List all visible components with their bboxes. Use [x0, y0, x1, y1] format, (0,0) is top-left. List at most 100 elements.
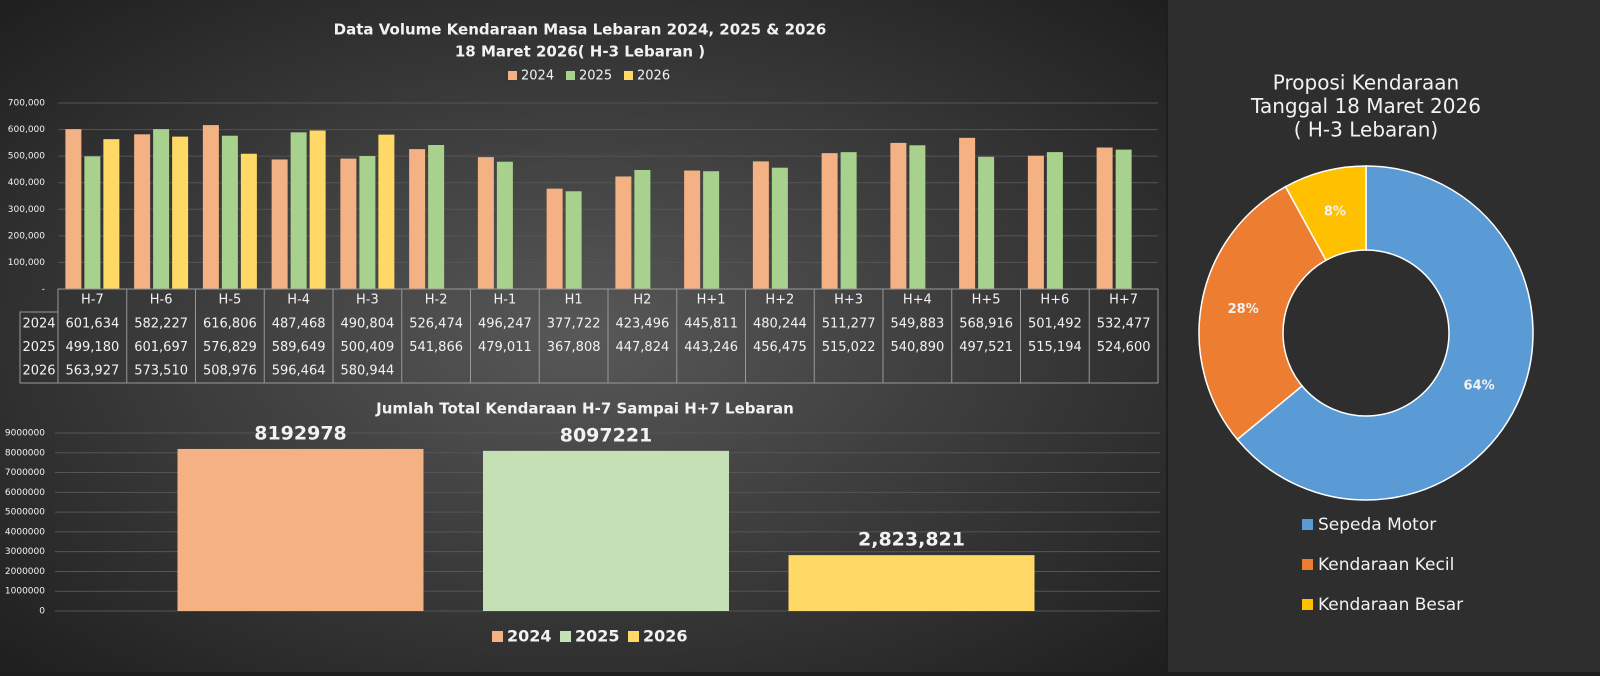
bar [271, 159, 288, 289]
y-tick-label: 7000000 [5, 468, 45, 478]
pie-slice [1284, 165, 1367, 262]
legend-label: Kendaraan Kecil [1318, 555, 1454, 575]
bar [840, 152, 857, 289]
bar [202, 125, 219, 289]
bar [1046, 152, 1063, 289]
bar [546, 188, 563, 289]
table-cell: 423,496 [615, 317, 669, 332]
table-row-header: 2024 [22, 317, 55, 332]
bar [340, 158, 357, 289]
bar [428, 145, 445, 289]
x-tick-label: H-2 [425, 293, 448, 308]
x-tick-label: H+6 [1040, 293, 1069, 308]
y-tick-label: 2000000 [5, 567, 45, 577]
table-cell: 568,916 [959, 317, 1013, 332]
y-tick-label: 200,000 [8, 231, 45, 241]
y-tick-label: 400,000 [8, 178, 45, 188]
bar [153, 129, 170, 289]
legend-label: 2024 [507, 627, 552, 646]
table-cell: 377,722 [547, 317, 601, 332]
chart-title: ( H-3 Lebaran) [1294, 118, 1439, 142]
legend-label: 2025 [575, 627, 620, 646]
x-tick-label: H-7 [81, 293, 104, 308]
table-cell: 490,804 [340, 317, 394, 332]
chart-title: Jumlah Total Kendaraan H-7 Sampai H+7 Le… [375, 400, 794, 418]
y-tick-label: 3000000 [5, 547, 45, 557]
x-tick-label: H1 [565, 293, 583, 308]
pie-slice [1236, 165, 1534, 501]
x-tick-label: H+4 [903, 293, 932, 308]
slice-label: 28% [1228, 302, 1259, 317]
table-cell: 500,409 [340, 340, 394, 355]
bar [359, 156, 376, 289]
y-tick-label: 0 [39, 607, 45, 617]
table-cell: 616,806 [203, 317, 257, 332]
legend-swatch [566, 71, 575, 80]
y-tick-label: 8000000 [5, 448, 45, 458]
table-cell: 508,976 [203, 364, 257, 379]
value-label: 2,823,821 [858, 529, 965, 551]
table-cell: 589,649 [272, 340, 326, 355]
table-cell: 496,247 [478, 317, 532, 332]
x-tick-label: H-6 [150, 293, 173, 308]
legend-swatch [1302, 519, 1313, 530]
table-cell: 515,194 [1028, 340, 1082, 355]
bar [821, 153, 838, 289]
table-cell: 580,944 [340, 364, 394, 379]
table-cell: 601,634 [65, 317, 119, 332]
x-tick-label: H-4 [287, 293, 310, 308]
bar [409, 149, 426, 289]
bar [84, 156, 101, 289]
bar [615, 176, 632, 289]
bar [103, 139, 120, 289]
bar [565, 191, 582, 289]
bar [771, 167, 788, 289]
bar [684, 170, 701, 289]
bar [290, 132, 307, 289]
legend-swatch [508, 71, 517, 80]
legend-label: 2024 [521, 69, 554, 84]
y-tick-label: 5000000 [5, 508, 45, 518]
bar [240, 153, 257, 289]
value-label: 8192978 [254, 422, 347, 444]
bar [221, 135, 238, 289]
bar [65, 129, 82, 289]
legend-swatch [492, 631, 503, 642]
x-tick-label: H+2 [765, 293, 794, 308]
bar [477, 157, 494, 289]
slice-label: 64% [1464, 379, 1495, 394]
bar [703, 171, 720, 289]
bar [788, 555, 1035, 611]
table-cell: 511,277 [822, 317, 876, 332]
bar [909, 145, 926, 289]
bar [172, 136, 189, 289]
table-cell: 563,927 [65, 364, 119, 379]
bar [309, 130, 326, 289]
x-tick-label: H+1 [697, 293, 726, 308]
bar [177, 448, 424, 611]
table-cell: 540,890 [890, 340, 944, 355]
legend-label: Kendaraan Besar [1318, 595, 1463, 615]
table-cell: 487,468 [272, 317, 326, 332]
chart-subtitle: 18 Maret 2026( H-3 Lebaran ) [455, 43, 705, 61]
y-tick-label: 100,000 [8, 258, 45, 268]
chart-title: Proposi Kendaraan [1273, 71, 1459, 95]
table-cell: 582,227 [134, 317, 188, 332]
y-tick-label: 700,000 [8, 99, 45, 109]
y-tick-label: 4000000 [5, 527, 45, 537]
x-tick-label: H-3 [356, 293, 379, 308]
legend-swatch [560, 631, 571, 642]
pie-slice [1198, 185, 1328, 441]
chart-title: Tanggal 18 Maret 2026 [1250, 94, 1481, 118]
bar [890, 142, 907, 289]
table-cell: 456,475 [753, 340, 807, 355]
bar [496, 161, 513, 289]
table-cell: 443,246 [684, 340, 738, 355]
table-cell: 596,464 [272, 364, 326, 379]
table-row-header: 2026 [22, 364, 55, 379]
table-cell: 526,474 [409, 317, 463, 332]
x-tick-label: H+3 [834, 293, 863, 308]
table-cell: 501,492 [1028, 317, 1082, 332]
